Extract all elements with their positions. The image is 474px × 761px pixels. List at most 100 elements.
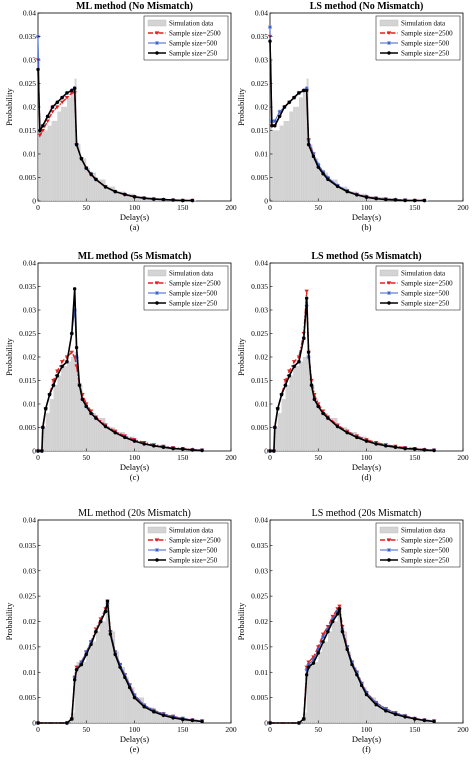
series-marker	[288, 374, 291, 377]
histogram-bar	[83, 662, 85, 723]
x-tick-label: 150	[409, 725, 421, 734]
histogram-bar	[50, 126, 52, 201]
histogram-bar	[65, 107, 67, 201]
series-marker	[60, 365, 63, 368]
histogram-bar	[328, 180, 330, 201]
histogram-bar	[313, 662, 315, 723]
histogram-bar	[286, 121, 288, 201]
y-tick-label: 0.02	[255, 353, 268, 362]
histogram-bar	[280, 413, 282, 451]
series-marker	[70, 717, 73, 720]
x-tick-label: 0	[268, 203, 272, 212]
series-marker	[374, 442, 377, 445]
series-marker	[336, 612, 339, 615]
series-marker	[152, 444, 155, 447]
histogram-bar	[79, 662, 81, 723]
histogram-bar	[332, 622, 334, 724]
y-tick-label: 0.01	[23, 400, 36, 409]
y-tick-label: 0.005	[19, 423, 36, 432]
histogram-bar	[311, 662, 313, 723]
legend-marker	[155, 301, 158, 304]
histogram-bar	[73, 88, 75, 201]
histogram-bar	[156, 713, 158, 723]
series-marker	[78, 384, 81, 387]
histogram-bar	[328, 418, 330, 451]
histogram-bar	[284, 399, 286, 451]
y-tick-label: 0.015	[251, 376, 268, 385]
series-marker	[171, 447, 174, 450]
series-marker	[292, 365, 295, 368]
legend-swatch	[148, 20, 166, 26]
legend-swatch	[148, 527, 166, 533]
histogram-bar	[407, 718, 409, 723]
series-marker	[109, 632, 112, 635]
series-marker	[60, 96, 63, 99]
histogram-bar	[71, 88, 73, 201]
histogram-bar	[390, 713, 392, 723]
histogram-bar	[146, 708, 148, 723]
x-tick-label: 0	[268, 453, 272, 462]
series-marker	[40, 449, 43, 452]
histogram-bar	[92, 642, 94, 723]
series-marker	[394, 713, 397, 716]
y-tick-label: 0.025	[19, 79, 36, 88]
legend-swatch	[380, 20, 398, 26]
histogram-bar	[342, 632, 344, 723]
histogram-bar	[69, 362, 71, 451]
histogram-bar	[386, 713, 388, 723]
legend-entry: Simulation data	[401, 270, 446, 278]
series-marker	[326, 416, 329, 419]
histogram-bar	[320, 652, 322, 723]
y-tick-label: 0.035	[19, 282, 36, 291]
x-tick-label: 100	[129, 453, 141, 462]
histogram-bar	[110, 632, 112, 723]
series-marker	[70, 89, 73, 92]
histogram-bar	[357, 677, 359, 723]
series-marker	[384, 198, 387, 201]
histogram-bar	[56, 385, 58, 451]
histogram-bar	[278, 413, 280, 451]
legend-entry: Sample size=500	[169, 547, 218, 555]
histogram-bar	[336, 622, 338, 724]
histogram-bar	[142, 698, 144, 723]
histogram-bar	[291, 112, 293, 201]
y-tick-label: 0.015	[19, 642, 36, 651]
histogram-bar	[137, 442, 139, 451]
histogram-bar	[398, 715, 400, 723]
series-marker	[307, 665, 310, 668]
series-marker	[413, 717, 416, 720]
histogram-bar	[369, 442, 371, 451]
histogram-bar	[86, 652, 88, 723]
y-tick-label: 0.02	[255, 103, 268, 112]
y-tick-label: 0	[264, 197, 268, 206]
x-tick-label: 150	[409, 203, 421, 212]
histogram-bar	[324, 642, 326, 723]
series-marker	[133, 439, 136, 442]
histogram-bar	[313, 159, 315, 201]
histogram-bar	[307, 352, 309, 451]
histogram-bar	[371, 698, 373, 723]
histogram-bar	[88, 652, 90, 723]
panel-label: (a)	[130, 222, 140, 232]
series-marker	[200, 720, 203, 723]
histogram-bar	[282, 399, 284, 451]
series-marker	[297, 360, 300, 363]
x-tick-label: 200	[225, 453, 237, 462]
series-marker	[106, 600, 109, 603]
series-marker	[341, 630, 344, 633]
x-axis-label: Delay(s)	[120, 734, 149, 744]
series-marker	[317, 405, 320, 408]
histogram-bar	[112, 187, 114, 201]
legend-marker	[387, 548, 391, 552]
series-marker	[403, 199, 406, 202]
histogram-bar	[272, 131, 274, 202]
series-marker	[162, 446, 165, 449]
histogram-bar	[299, 98, 301, 201]
y-tick-label: 0.03	[23, 306, 36, 315]
y-tick-label: 0	[264, 719, 268, 728]
histogram-bar	[61, 107, 63, 201]
legend-swatch	[380, 270, 398, 276]
